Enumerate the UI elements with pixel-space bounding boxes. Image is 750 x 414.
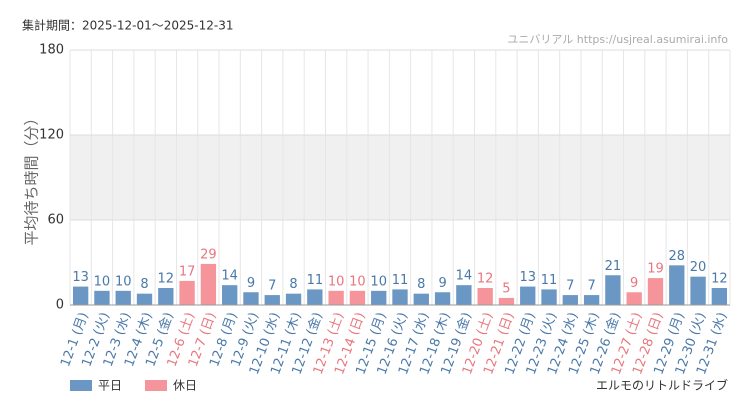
bar — [222, 285, 238, 305]
bar — [349, 290, 366, 305]
value-label: 14 — [456, 269, 473, 284]
bar — [136, 293, 153, 305]
bar — [605, 275, 621, 305]
bar — [72, 286, 89, 305]
bar — [115, 290, 131, 305]
value-label: 7 — [587, 279, 595, 294]
bar — [626, 292, 642, 305]
bar — [434, 292, 451, 305]
legend-label: 平日 — [98, 379, 122, 393]
shaded-band — [70, 135, 730, 220]
y-tick-label: 180 — [39, 43, 64, 58]
bar — [541, 289, 557, 305]
footnote: エルモのリトルドライブ — [596, 378, 728, 393]
value-label: 11 — [392, 273, 409, 288]
bar — [285, 293, 302, 305]
value-label: 10 — [328, 274, 345, 289]
bar — [243, 292, 259, 305]
value-label: 10 — [115, 274, 132, 289]
value-label: 9 — [247, 276, 255, 291]
legend-swatch — [70, 380, 92, 391]
value-label: 5 — [502, 281, 510, 296]
bar — [583, 295, 600, 305]
value-label: 7 — [566, 279, 574, 294]
value-label: 14 — [221, 269, 238, 284]
bar — [456, 285, 472, 305]
value-label: 13 — [519, 270, 536, 285]
bar — [371, 290, 387, 305]
bar — [328, 290, 344, 305]
bar — [179, 280, 195, 305]
value-label: 10 — [94, 274, 111, 289]
y-tick-label: 120 — [39, 128, 64, 143]
value-label: 11 — [541, 273, 558, 288]
bar — [307, 289, 323, 305]
bar — [669, 265, 685, 305]
value-label: 7 — [268, 279, 276, 294]
value-label: 12 — [158, 272, 175, 287]
value-label: 28 — [669, 249, 686, 264]
value-label: 10 — [370, 274, 387, 289]
bar — [562, 295, 578, 305]
value-label: 10 — [349, 274, 366, 289]
value-label: 8 — [417, 277, 425, 292]
legend-label: 休日 — [173, 379, 197, 393]
y-axis-label: 平均待ち時間（分） — [23, 110, 41, 245]
value-label: 29 — [200, 247, 217, 262]
legend-swatch — [145, 380, 167, 391]
value-label: 17 — [179, 264, 196, 279]
value-label: 9 — [438, 276, 446, 291]
value-label: 20 — [690, 260, 707, 275]
watermark: ユニバリアル https://usjreal.asumirai.info — [507, 33, 728, 46]
bar — [477, 288, 493, 305]
value-label: 13 — [72, 270, 89, 285]
value-label: 19 — [647, 262, 664, 277]
bar — [392, 289, 408, 305]
bar — [690, 276, 706, 305]
y-tick-label: 60 — [47, 213, 64, 228]
value-label: 12 — [711, 272, 728, 287]
bar — [94, 290, 110, 305]
value-label: 9 — [630, 276, 638, 291]
value-label: 8 — [289, 277, 297, 292]
value-label: 12 — [477, 272, 494, 287]
chart-title: 集計期間：2025-12-01～2025-12-31 — [22, 18, 233, 33]
y-tick-label: 0 — [56, 298, 64, 313]
value-label: 8 — [140, 277, 148, 292]
bar — [413, 293, 429, 305]
bar — [498, 297, 515, 305]
bar — [264, 295, 280, 305]
value-label: 21 — [605, 259, 622, 274]
bar — [200, 263, 217, 305]
bar — [711, 288, 728, 305]
bar — [520, 286, 536, 305]
bar — [158, 288, 174, 305]
value-label: 11 — [307, 273, 324, 288]
bar — [647, 278, 664, 305]
